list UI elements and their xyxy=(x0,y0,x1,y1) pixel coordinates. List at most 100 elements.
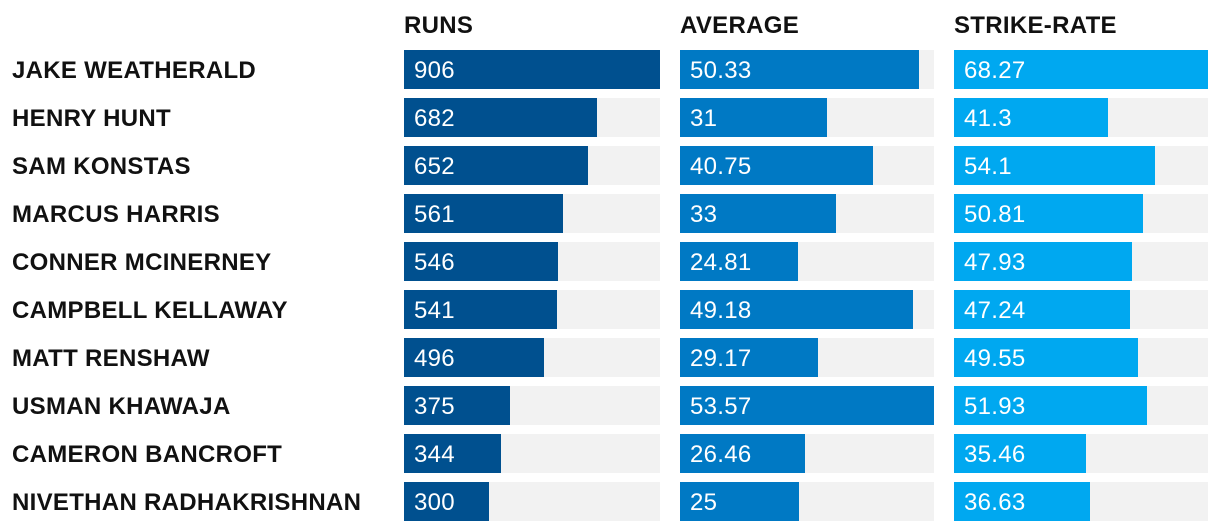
value-label-average: 25 xyxy=(690,489,717,516)
bar-runs xyxy=(404,242,558,281)
bar-average xyxy=(680,50,919,89)
bar-average xyxy=(680,194,836,233)
value-label-average: 33 xyxy=(690,201,717,228)
bar-group-runs: 375 xyxy=(404,386,660,425)
value-label-strike-rate: 49.55 xyxy=(964,345,1026,372)
bar-runs xyxy=(404,386,510,425)
bar-strike-rate xyxy=(954,290,1130,329)
value-label-runs: 561 xyxy=(414,201,455,228)
bar-group-average: 33 xyxy=(680,194,934,233)
player-names: JAKE WEATHERALD HENRY HUNT SAM KONSTAS MARC… xyxy=(12,57,361,516)
bar-group-runs: 652 xyxy=(404,146,660,185)
bar-group-average: 24.81 xyxy=(680,242,934,281)
value-label-runs: 546 xyxy=(414,249,455,276)
bar-strike-rate xyxy=(954,482,1090,521)
bar-group-strike-rate: 47.93 xyxy=(954,242,1208,281)
bar-group-strike-rate: 36.63 xyxy=(954,482,1208,521)
value-label-average: 24.81 xyxy=(690,249,752,276)
bar-group-strike-rate: 35.46 xyxy=(954,434,1208,473)
value-label-strike-rate: 41.3 xyxy=(964,105,1012,132)
bar-columns: 906 50.33 68.27 682 31 41.3 652 40.75 54.1 561 33 5… xyxy=(404,50,1208,521)
value-label-runs: 906 xyxy=(414,57,455,84)
bar-average xyxy=(680,242,798,281)
bar-group-average: 50.33 xyxy=(680,50,934,89)
value-label-runs: 541 xyxy=(414,297,455,324)
bar-runs xyxy=(404,290,557,329)
player-name: MARCUS HARRIS xyxy=(12,201,220,228)
bar-runs xyxy=(404,50,660,89)
value-label-strike-rate: 35.46 xyxy=(964,441,1026,468)
bar-runs xyxy=(404,434,501,473)
bar-group-runs: 561 xyxy=(404,194,660,233)
bar-strike-rate xyxy=(954,194,1143,233)
bar-average xyxy=(680,434,805,473)
value-label-average: 40.75 xyxy=(690,153,752,180)
bar-average xyxy=(680,98,827,137)
bar-strike-rate xyxy=(954,242,1132,281)
player-name: USMAN KHAWAJA xyxy=(12,393,231,420)
bar-group-runs: 300 xyxy=(404,482,660,521)
bar-group-average: 29.17 xyxy=(680,338,934,377)
value-label-runs: 652 xyxy=(414,153,455,180)
player-name: SAM KONSTAS xyxy=(12,153,191,180)
value-label-runs: 682 xyxy=(414,105,455,132)
player-name: CAMPBELL KELLAWAY xyxy=(12,297,288,324)
player-name: NIVETHAN RADHAKRISHNAN xyxy=(12,489,361,516)
bar-strike-rate xyxy=(954,338,1138,377)
value-label-average: 50.33 xyxy=(690,57,752,84)
bar-runs xyxy=(404,194,563,233)
bar-group-strike-rate: 49.55 xyxy=(954,338,1208,377)
bar-runs xyxy=(404,146,588,185)
bar-group-runs: 682 xyxy=(404,98,660,137)
value-label-strike-rate: 68.27 xyxy=(964,57,1026,84)
bar-runs xyxy=(404,338,544,377)
value-label-runs: 300 xyxy=(414,489,455,516)
bar-strike-rate xyxy=(954,434,1086,473)
bar-group-average: 53.57 xyxy=(680,386,934,425)
value-label-average: 29.17 xyxy=(690,345,752,372)
bar-average xyxy=(680,338,818,377)
value-label-runs: 496 xyxy=(414,345,455,372)
bar-runs xyxy=(404,482,489,521)
value-label-strike-rate: 50.81 xyxy=(964,201,1026,228)
bar-group-runs: 496 xyxy=(404,338,660,377)
player-name: HENRY HUNT xyxy=(12,105,171,132)
bar-group-strike-rate: 68.27 xyxy=(954,50,1208,89)
value-label-strike-rate: 47.24 xyxy=(964,297,1026,324)
bar-group-runs: 906 xyxy=(404,50,660,89)
value-label-strike-rate: 54.1 xyxy=(964,153,1012,180)
value-label-average: 53.57 xyxy=(690,393,752,420)
bar-average xyxy=(680,146,873,185)
bar-group-average: 25 xyxy=(680,482,934,521)
bar-group-strike-rate: 51.93 xyxy=(954,386,1208,425)
bar-runs xyxy=(404,98,597,137)
player-name: CONNER MCINERNEY xyxy=(12,249,271,276)
header-average: AVERAGE xyxy=(680,12,799,39)
bar-average xyxy=(680,482,799,521)
bar-strike-rate xyxy=(954,50,1208,89)
value-label-average: 31 xyxy=(690,105,717,132)
header-strike-rate: STRIKE-RATE xyxy=(954,12,1117,39)
header-runs: RUNS xyxy=(404,12,473,39)
column-headers: RUNS AVERAGE STRIKE-RATE xyxy=(404,12,1117,39)
bar-average xyxy=(680,386,934,425)
bar-group-runs: 546 xyxy=(404,242,660,281)
bar-strike-rate xyxy=(954,98,1108,137)
value-label-average: 26.46 xyxy=(690,441,752,468)
bar-strike-rate xyxy=(954,146,1155,185)
bar-group-average: 31 xyxy=(680,98,934,137)
bar-group-average: 49.18 xyxy=(680,290,934,329)
bar-group-average: 40.75 xyxy=(680,146,934,185)
bar-strike-rate xyxy=(954,386,1147,425)
value-label-runs: 344 xyxy=(414,441,455,468)
value-label-strike-rate: 36.63 xyxy=(964,489,1026,516)
bar-group-strike-rate: 54.1 xyxy=(954,146,1208,185)
value-label-strike-rate: 51.93 xyxy=(964,393,1026,420)
bar-group-average: 26.46 xyxy=(680,434,934,473)
player-name: JAKE WEATHERALD xyxy=(12,57,256,84)
value-label-average: 49.18 xyxy=(690,297,752,324)
bar-group-strike-rate: 47.24 xyxy=(954,290,1208,329)
player-name: CAMERON BANCROFT xyxy=(12,441,282,468)
value-label-strike-rate: 47.93 xyxy=(964,249,1026,276)
